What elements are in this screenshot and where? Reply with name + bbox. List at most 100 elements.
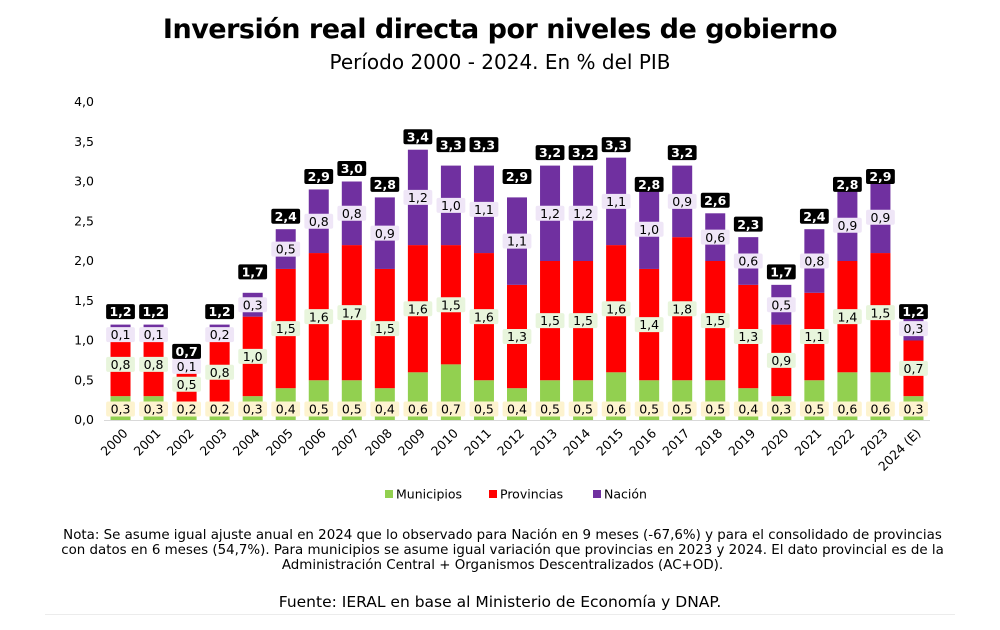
data-label-nación-bg [502,233,532,249]
x-tick-label: 2003 [197,426,230,459]
data-label-municipios-bg [833,401,862,417]
data-label-nación: 1,1 [474,202,494,217]
data-label-municipios-bg [601,401,631,417]
legend-label-municipios: Municipios [396,487,462,502]
y-tick-label: 3,5 [74,134,94,149]
data-label-provincias-bg [766,352,796,368]
total-label: 1,2 [209,304,231,319]
x-tick-label: 2012 [494,426,527,459]
y-tick-label: 4,0 [74,94,94,109]
data-label-nación: 0,9 [870,210,890,225]
total-label-bg [766,264,796,280]
total-label: 2,9 [308,169,330,184]
data-label-provincias-bg [139,356,168,372]
data-label-nación-bg [139,327,168,343]
source-note: Fuente: IERAL en base al Ministerio de E… [278,593,722,611]
total-label-bg [601,137,631,153]
data-label-provincias-bg [271,321,301,337]
legend-label-nación: Nación [604,487,647,502]
x-tick-label: 2018 [692,425,725,458]
data-label-provincias-bg [172,376,201,392]
x-tick-label: 2002 [164,426,197,459]
data-label-municipios-bg [568,401,598,417]
data-label-provincias-bg [799,329,829,345]
data-label-nación: 1,2 [540,206,560,221]
total-label: 1,7 [770,264,792,279]
data-label-provincias: 1,6 [606,301,626,316]
data-label-municipios: 0,3 [243,402,263,417]
data-label-provincias: 1,6 [474,309,494,324]
data-label-nación-bg [866,209,895,225]
data-label-nación: 0,3 [243,297,263,312]
data-label-nación-bg [766,297,796,313]
data-label-nación: 0,5 [276,242,296,257]
y-tick-label: 0,0 [74,412,94,427]
x-tick-label: 2019 [725,425,758,458]
total-label: 3,2 [572,145,594,160]
total-label: 3,3 [605,137,627,152]
y-tick-label: 1,0 [74,333,94,348]
data-label-nación-bg [271,241,301,257]
total-label: 1,2 [142,304,164,319]
data-label-municipios-bg [535,401,565,417]
footnote: Nota: Se asume igual ajuste anual en 202… [61,528,944,573]
total-label: 1,2 [109,304,131,319]
data-label-nación: 0,3 [904,321,924,336]
total-label: 2,8 [836,177,858,192]
data-label-nación-bg [469,201,499,217]
data-label-nación: 0,1 [111,327,131,342]
total-label-bg [469,137,499,153]
total-label-bg [833,176,862,192]
data-label-municipios-bg [370,401,400,417]
total-label-bg [535,145,565,161]
data-label-municipios: 0,3 [144,402,164,417]
data-label-provincias-bg [337,305,367,321]
total-label-bg [436,137,466,153]
data-label-municipios: 0,5 [573,402,593,417]
data-label-nación-bg [403,189,433,205]
total-label-bg [799,208,829,224]
data-label-municipios-bg [106,401,135,417]
data-label-nación: 1,0 [639,222,659,237]
legend-swatch-provincias [489,490,497,498]
total-label-bg [403,129,433,145]
data-label-nación-bg [700,229,730,245]
total-label: 3,3 [473,137,495,152]
data-label-municipios: 0,3 [771,402,791,417]
data-label-provincias: 0,8 [111,357,131,372]
y-tick-label: 2,5 [74,213,94,228]
data-label-municipios-bg [139,401,168,417]
stacked-bar-chart: 0,0 0,5 1,0 1,5 2,0 2,5 3,0 3,5 4,0 0,3 0,8 0,1 1,2 2… [74,94,930,502]
data-label-provincias-bg [535,313,565,329]
data-label-provincias: 1,5 [375,321,395,336]
data-label-municipios-bg [271,401,301,417]
data-label-nación: 0,9 [672,194,692,209]
total-label-bg [139,304,168,320]
data-label-nación: 1,2 [408,190,428,205]
data-label-provincias-bg [436,297,466,313]
data-label-nación-bg [106,327,135,343]
data-label-nación: 1,0 [441,198,461,213]
total-label-bg [172,343,201,359]
data-label-municipios-bg [667,401,697,417]
data-label-nación: 0,8 [309,214,329,229]
data-label-provincias-bg [634,317,664,333]
data-label-provincias-bg [238,348,268,364]
data-label-nación-bg [799,253,829,269]
data-label-provincias: 1,5 [870,305,890,320]
data-label-municipios-bg [502,401,532,417]
data-label-nación: 0,6 [705,230,725,245]
data-label-municipios: 0,4 [738,402,758,417]
bottom-divider [45,614,955,615]
total-label: 1,7 [242,264,264,279]
total-label: 3,2 [671,145,693,160]
data-label-nación-bg [337,205,367,221]
total-label: 2,3 [737,217,759,232]
x-tick-label: 2020 [758,425,791,458]
x-tick-label: 2001 [131,426,164,459]
data-label-provincias: 0,8 [144,357,164,372]
total-label: 3,2 [539,145,561,160]
data-label-nación-bg [304,213,334,229]
data-label-provincias: 0,7 [904,361,924,376]
data-label-provincias-bg [469,309,499,325]
